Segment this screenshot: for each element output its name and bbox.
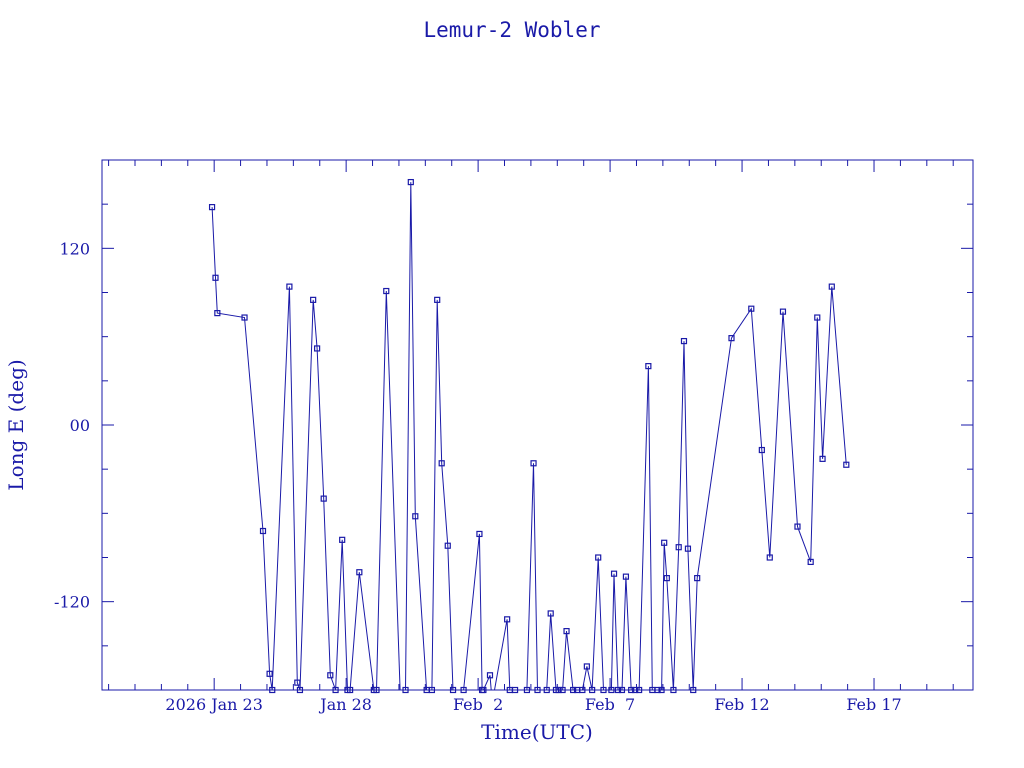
- data-point: [339, 536, 346, 543]
- data-point: [402, 686, 409, 694]
- data-point: [320, 495, 327, 502]
- data-point: [622, 573, 630, 580]
- data-point: [547, 610, 554, 617]
- data-point: [543, 686, 550, 694]
- data-point: [654, 686, 661, 694]
- data-point: [563, 628, 570, 635]
- data-point: [758, 446, 765, 454]
- data-point: [480, 686, 487, 694]
- data-point: [579, 686, 586, 694]
- data-point: [680, 337, 688, 345]
- data-point: [434, 296, 441, 303]
- data-point: [286, 283, 293, 290]
- data-point: [748, 305, 755, 312]
- data-point: [356, 569, 363, 576]
- data-point: [449, 686, 457, 694]
- data-point: [504, 616, 511, 623]
- data-point: [559, 686, 566, 694]
- data-point: [523, 686, 531, 694]
- data-point: [412, 513, 419, 520]
- series-wobble: [208, 178, 850, 694]
- data-point: [645, 363, 652, 370]
- data-point: [332, 686, 339, 694]
- series-line: [211, 182, 847, 690]
- data-point: [327, 672, 334, 679]
- data-point: [294, 679, 301, 686]
- data-point: [843, 461, 850, 468]
- data-point: [589, 686, 596, 694]
- data-point: [819, 455, 826, 462]
- data-point: [636, 686, 643, 694]
- data-point: [728, 335, 735, 342]
- x-tick-label: Jan 28: [318, 695, 372, 714]
- data-point: [794, 523, 801, 530]
- data-point: [570, 686, 577, 694]
- x-tick-label: Feb 12: [714, 695, 769, 714]
- data-point: [347, 686, 354, 694]
- data-point: [266, 670, 273, 677]
- data-point: [212, 274, 219, 281]
- data-point: [208, 204, 216, 211]
- data-point: [460, 686, 467, 694]
- data-point: [241, 314, 248, 321]
- x-axis-label: Time(UTC): [481, 720, 593, 744]
- data-point: [444, 542, 451, 549]
- y-tick-label: -120: [54, 593, 90, 612]
- data-point: [259, 527, 267, 535]
- y-tick-label: 00: [70, 416, 90, 435]
- data-point: [658, 686, 665, 694]
- data-point: [632, 686, 639, 694]
- data-point: [675, 544, 682, 551]
- x-tick-label: Feb 2: [453, 695, 503, 714]
- data-point: [600, 686, 607, 694]
- chart-title: Lemur-2 Wobler: [423, 18, 600, 42]
- data-point: [618, 686, 626, 694]
- data-point: [383, 287, 390, 295]
- data-point: [610, 570, 618, 577]
- x-tick-label: Feb 7: [585, 695, 635, 714]
- data-point: [661, 539, 668, 546]
- y-axis-label: Long E (deg): [4, 359, 28, 490]
- data-point: [595, 554, 602, 561]
- x-tick-label: 2026 Jan 23: [165, 695, 263, 714]
- data-point: [555, 686, 562, 694]
- data-point: [486, 672, 494, 679]
- data-point: [828, 283, 835, 290]
- data-point: [663, 575, 670, 582]
- y-tick-label: 120: [59, 239, 90, 258]
- data-point: [779, 308, 787, 315]
- data-point: [690, 686, 697, 694]
- data-point: [583, 663, 590, 670]
- data-point: [814, 314, 821, 321]
- data-point: [807, 558, 814, 566]
- data-point: [314, 345, 321, 352]
- x-axis: 2026 Jan 23 Jan 28 Feb 2 Feb 7 Feb 12 Feb 17: [108, 160, 954, 714]
- data-point: [614, 686, 622, 694]
- data-point: [511, 686, 519, 694]
- data-point: [694, 575, 701, 582]
- y-axis: 120 00 -120: [54, 159, 973, 691]
- data-point: [534, 686, 541, 694]
- data-point: [428, 686, 436, 694]
- x-tick-label: Feb 17: [846, 695, 901, 714]
- data-point: [407, 178, 414, 186]
- data-point: [766, 554, 773, 561]
- plot-border: [101, 159, 974, 691]
- data-point: [214, 310, 221, 317]
- data-point: [608, 686, 615, 694]
- data-point: [628, 686, 635, 694]
- data-point: [684, 545, 692, 552]
- data-point: [438, 460, 445, 467]
- data-point: [476, 530, 483, 538]
- data-point: [296, 686, 304, 694]
- plot-frame: [101, 159, 974, 691]
- data-point: [530, 460, 537, 467]
- data-point: [269, 686, 276, 694]
- data-point: [310, 296, 317, 303]
- data-point: [670, 686, 677, 694]
- data-point: [373, 686, 380, 694]
